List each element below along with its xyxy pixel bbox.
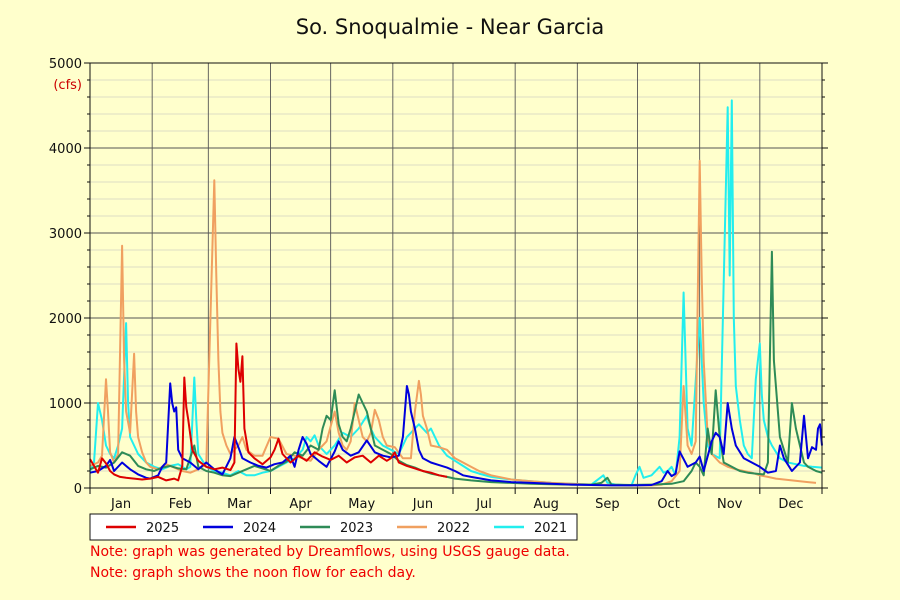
x-tick-label: Apr	[289, 497, 312, 512]
x-tick-label: Jun	[412, 497, 433, 512]
x-tick-label: Nov	[717, 497, 743, 512]
y-tick-label: 1000	[49, 397, 82, 412]
series-line-2025	[89, 342, 448, 482]
legend: 2025 2024 2023 2022 2021	[89, 513, 578, 541]
series-line-2021	[89, 99, 823, 487]
x-tick-label: May	[348, 497, 375, 512]
x-tick-label: Feb	[169, 497, 192, 512]
plot-frame	[89, 62, 823, 489]
series-line-2024	[89, 382, 823, 487]
legend-label-2021: 2021	[534, 521, 567, 536]
y-tick-label: 0	[74, 482, 82, 497]
legend-label-2025: 2025	[146, 521, 179, 536]
x-tick-label: Aug	[534, 497, 559, 512]
axes: 0 1000 2000 3000 4000 5000 Jan Feb Mar Apr May Jun J…	[49, 57, 828, 512]
y-unit-label: (cfs)	[53, 78, 82, 93]
chart-title: So. Snoqualmie - Near Garcia	[296, 15, 605, 39]
note-line-1: Note: graph was generated by Dreamflows,…	[90, 544, 570, 560]
legend-label-2023: 2023	[340, 521, 373, 536]
y-tick-label: 4000	[49, 142, 82, 157]
x-tick-label: Sep	[595, 497, 620, 512]
x-tick-label: Oct	[657, 497, 679, 512]
legend-box	[89, 513, 578, 541]
x-tick-label: Jul	[475, 497, 492, 512]
x-tick-label: Jan	[110, 497, 131, 512]
x-tick-label: Dec	[778, 497, 803, 512]
plot-area	[90, 63, 822, 488]
note-line-2: Note: graph shows the noon flow for each…	[90, 565, 416, 581]
y-tick-label: 3000	[49, 227, 82, 242]
y-tick-label: 2000	[49, 312, 82, 327]
legend-label-2024: 2024	[243, 521, 276, 536]
series-lines	[89, 99, 823, 487]
y-tick-label: 5000	[49, 57, 82, 72]
x-tick-label: Mar	[227, 497, 252, 512]
legend-label-2022: 2022	[437, 521, 470, 536]
